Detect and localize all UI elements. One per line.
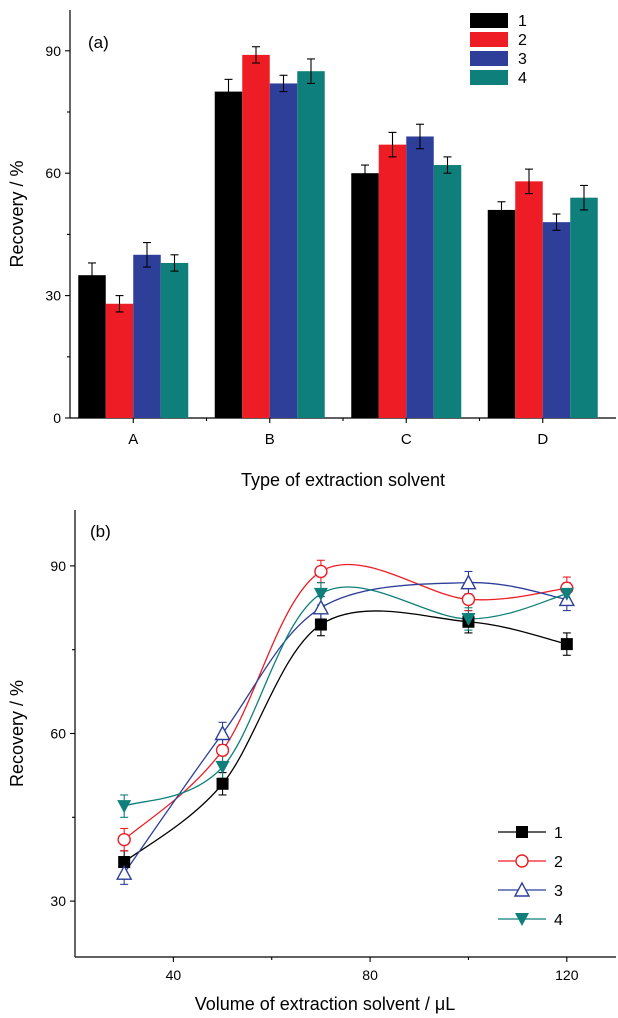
panel-label-b: (b) [90,522,111,541]
legend-marker-3 [513,881,531,897]
legend-swatch-4 [470,70,508,85]
bar-series-4-B [297,71,325,418]
point-series-1 [216,777,229,790]
bar-series-1-C [351,173,379,418]
point-series-4 [215,761,230,775]
legend-label-1: 1 [518,13,527,30]
legend-marker-4 [515,913,529,926]
x-tick-label-a: D [537,431,548,448]
point-series-2 [461,592,476,607]
point-series-4 [313,587,328,601]
legend-label-3: 3 [518,51,527,68]
legend-marker-2 [515,854,529,868]
point-series-3 [214,725,231,741]
line-series-1 [123,610,567,863]
x-axis-label-a: Type of extraction solvent [241,470,445,490]
point-series-4 [461,612,476,626]
bar-series-2-C [378,144,407,418]
x-tick-label-b: 80 [362,967,378,983]
panel-a-bar-chart: 0 30 60 90 A B C D (a) 1 2 3 4 Recovery / % Type of ex… [7,10,616,490]
x-tick-label-a: A [128,431,138,448]
x-axis-label-b: Volume of extraction solvent / μL [195,994,456,1014]
line-series-2 [123,563,567,841]
legend-marker-1 [516,826,528,838]
point-series-3 [460,574,477,590]
point-series-2 [314,564,328,579]
point-series-1 [118,856,131,869]
panel-label-a: (a) [88,33,109,52]
point-series-1 [560,638,573,651]
bar-series-1-D [487,209,516,418]
x-tick-label-a: B [265,431,275,448]
point-series-3 [116,864,133,880]
legend-swatch-1 [470,13,508,28]
bar-series-1-B [214,91,243,418]
panel-b-line-chart: 30 60 90 40 80 120 (b) 1 2 3 4 Recovery / % Volume o… [7,510,616,1014]
x-tick-label-b: 120 [555,967,579,983]
y-axis-label-b: Recovery / % [7,680,27,787]
bar-series-3-C [406,136,434,419]
point-series-4 [117,800,132,814]
y-tick-label-a: 60 [45,165,61,181]
bar-series-3-D [542,222,571,418]
legend-label-4: 4 [518,70,527,87]
bar-series-4-C [433,165,462,418]
legend-label-4: 4 [554,912,563,929]
bar-series-2-D [515,181,543,418]
y-tick-label-b: 30 [50,893,66,909]
bar-series-4-D [570,197,598,418]
legend-label-3: 3 [554,883,563,900]
y-axis-label-a: Recovery / % [7,160,27,267]
y-tick-label-a: 0 [53,410,61,426]
line-series-4 [123,586,567,807]
point-series-4 [559,587,574,601]
y-tick-label-b: 60 [50,726,66,742]
legend-label-1: 1 [554,825,563,842]
legend-swatch-2 [470,32,508,47]
point-series-3 [312,599,330,615]
bar-series-2-A [105,303,134,418]
bar-series-3-A [133,254,161,418]
y-tick-label-a: 30 [45,288,61,304]
point-series-1 [314,618,327,631]
bar-series-4-A [160,262,189,418]
legend-label-2: 2 [518,32,527,49]
point-series-2 [117,832,131,847]
x-tick-label-b: 40 [166,967,182,983]
y-tick-label-a: 90 [45,43,61,59]
bar-series-1-A [78,275,106,418]
point-series-2 [215,743,230,757]
legend-label-2: 2 [554,854,563,871]
y-tick-label-b: 90 [50,558,66,574]
bar-series-3-B [269,83,298,418]
legend-swatch-3 [470,51,508,66]
bar-series-2-B [242,54,270,418]
x-tick-label-a: C [401,431,412,448]
